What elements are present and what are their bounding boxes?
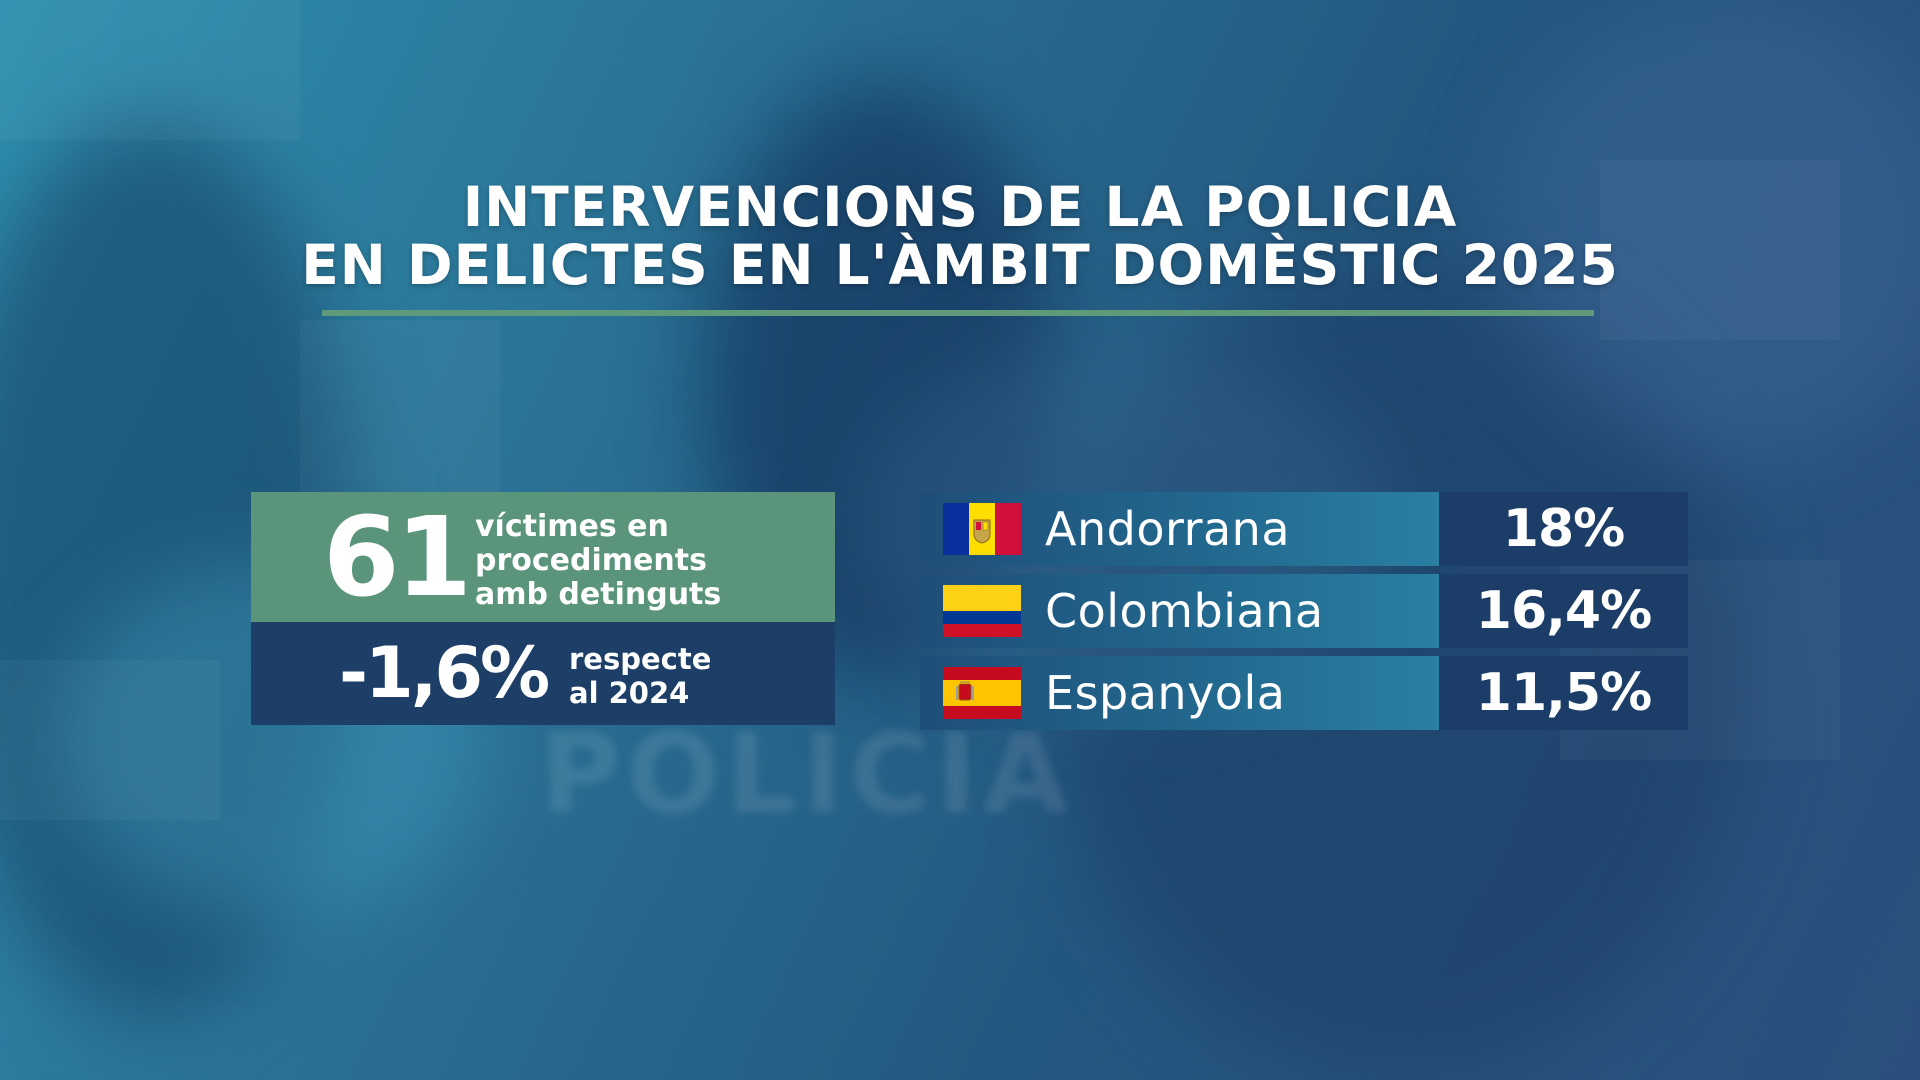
victims-description: víctimes en procediments amb detinguts <box>475 510 835 612</box>
victims-count: 61 <box>323 493 472 621</box>
spain-flag-icon <box>943 667 1021 719</box>
title-underline <box>322 310 1594 316</box>
nationality-label: Andorrana <box>1045 502 1291 556</box>
background-tile <box>300 320 500 520</box>
change-description-line: al 2024 <box>569 676 690 710</box>
change-description-line: respecte <box>569 642 712 676</box>
victims-description-line: amb detinguts <box>475 577 722 612</box>
victims-description-line: procediments <box>475 543 707 578</box>
change-stat-panel: -1,6% respecte al 2024 <box>251 622 835 725</box>
nationality-cell: Espanyola <box>920 656 1439 730</box>
victims-stat-panel: 61 víctimes en procediments amb detingut… <box>251 492 835 622</box>
nationality-label: Espanyola <box>1045 666 1286 720</box>
nationality-label: Colombiana <box>1045 584 1324 638</box>
background-tile <box>0 660 220 820</box>
background-police-text: POLICIA <box>540 710 1074 838</box>
page-title: INTERVENCIONS DE LA POLICIA EN DELICTES … <box>0 178 1920 294</box>
change-value: -1,6% <box>339 632 550 714</box>
percentage-value: 16,4% <box>1439 574 1688 648</box>
table-row: Colombiana 16,4% <box>920 574 1688 648</box>
percentage-value: 11,5% <box>1439 656 1688 730</box>
table-row: Andorrana 18% <box>920 492 1688 566</box>
nationality-cell: Andorrana <box>920 492 1439 566</box>
colombia-flag-icon <box>943 585 1021 637</box>
nationality-table: Andorrana 18% Colombiana 16,4% <box>920 492 1688 738</box>
title-line-2: EN DELICTES EN L'ÀMBIT DOMÈSTIC 2025 <box>301 233 1619 297</box>
nationality-cell: Colombiana <box>920 574 1439 648</box>
table-row: Espanyola 11,5% <box>920 656 1688 730</box>
background-blur-shape <box>1500 0 1920 460</box>
change-description: respecte al 2024 <box>569 642 711 710</box>
victims-description-line: víctimes en <box>475 509 669 544</box>
andorra-flag-icon <box>943 503 1021 555</box>
background-tile <box>0 0 300 140</box>
title-line-1: INTERVENCIONS DE LA POLICIA <box>462 175 1458 239</box>
percentage-value: 18% <box>1439 492 1688 566</box>
